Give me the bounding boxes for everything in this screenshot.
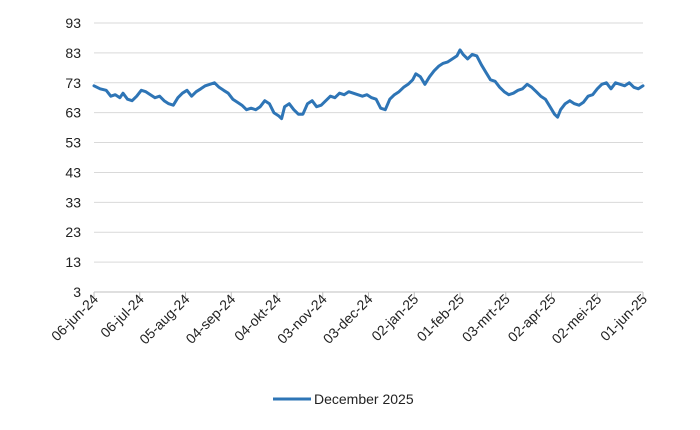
x-tick-label: 03-dec-24: [320, 291, 376, 347]
y-tick-label: 23: [65, 224, 81, 240]
x-tick-label: 05-aug-24: [136, 291, 193, 348]
y-tick-label: 13: [65, 254, 81, 270]
legend: December 2025: [273, 391, 414, 407]
gridlines: [94, 22, 643, 263]
plot-area: [92, 48, 645, 121]
x-axis: 06-jun-2406-jul-2405-aug-2404-sep-2404-o…: [48, 291, 650, 348]
x-tick-label: 01-feb-25: [413, 291, 467, 345]
y-tick-label: 93: [65, 15, 81, 31]
x-tick-label: 03-mrt-25: [459, 291, 513, 345]
legend-label: December 2025: [314, 391, 414, 407]
x-tick-label: 04-sep-24: [182, 291, 238, 347]
x-tick-label: 02-jan-25: [368, 291, 421, 344]
y-tick-label: 43: [65, 164, 81, 180]
y-axis: 3 13 23 33 43 53 63 73 83 93: [65, 15, 81, 300]
y-tick-label: 63: [65, 105, 81, 121]
y-tick-label: 83: [65, 45, 81, 61]
y-tick-label: 73: [65, 75, 81, 91]
x-tick-label: 02-mei-25: [548, 291, 604, 347]
y-tick-label: 33: [65, 194, 81, 210]
x-tick-label: 01-jun-25: [597, 291, 650, 344]
series-line-december-2025: [92, 48, 645, 121]
y-tick-label: 3: [73, 284, 81, 300]
y-tick-label: 53: [65, 135, 81, 151]
